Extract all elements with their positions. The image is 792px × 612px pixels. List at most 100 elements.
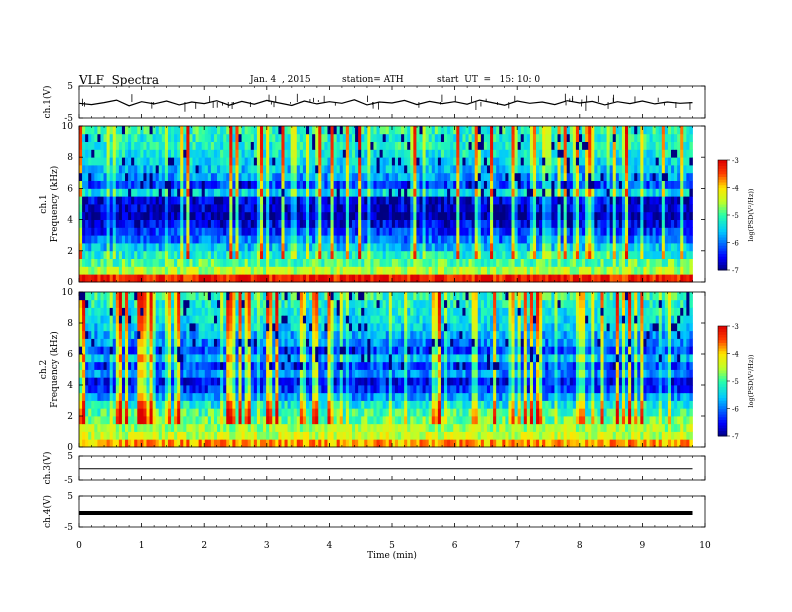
spectrogram-cell [171,126,175,135]
spectrogram-cell [352,431,356,440]
spectrogram-cell [655,188,660,197]
spectrogram-cell [625,149,629,158]
spectrogram-cell [566,250,571,259]
spectrogram-cell [517,250,522,259]
spectrogram-cell [683,235,687,244]
spectrogram-cell [342,258,347,267]
spectrogram-cell [465,219,469,228]
spectrogram-cell [183,250,187,259]
spectrogram-cell [649,274,654,283]
spectrogram-cell [253,235,258,244]
spectrogram-cell [382,204,387,213]
spectrogram-cell [655,439,660,448]
spectrogram-cell [407,180,411,189]
spectrogram-cell [125,180,129,189]
spectrogram-cell [428,165,433,174]
spectrogram-cell [100,431,104,440]
spectrogram-cell [683,243,687,252]
spectrogram-cell [94,416,98,425]
spectrogram-cell [496,196,500,205]
spectrogram-cell [502,172,506,181]
spectrogram-cell [677,180,681,189]
spectrogram-cell [352,188,356,197]
spectrogram-cell [468,149,473,158]
spectrogram-cell [312,149,316,158]
spectrogram-cell [548,266,552,275]
spectrogram-cell [109,133,114,142]
spectrogram-cell [520,149,525,158]
spectrogram-cell [226,227,230,236]
spectrogram-cell [94,243,98,252]
spectrogram-cell [220,157,224,166]
spectrogram-cell [189,219,193,228]
y-axis-label: ch.1(V) [42,86,53,119]
spectrogram-cell [536,141,540,150]
spectrogram-cell [582,180,586,189]
spectrogram-cell [652,141,657,150]
spectrogram-cell [634,258,638,267]
spectrogram-cell [440,172,445,181]
spectrogram-cell [259,423,264,432]
spectrogram-cell [287,149,292,158]
spectrogram-cell [82,439,86,448]
spectrogram-cell [646,141,650,150]
spectrogram-cell [517,235,522,244]
spectrogram-cell [327,133,331,142]
spectrogram-cell [523,431,528,440]
spectrogram-cell [404,266,408,275]
spectrogram-cell [152,258,157,267]
spectrogram-cell [259,196,264,205]
spectrogram-cell [419,243,423,252]
spectrogram-cell [499,258,503,267]
spectrogram-cell [140,188,144,197]
spectrogram-cell [637,250,641,259]
spectrogram-cell [382,188,387,197]
spectrogram-cell [658,211,663,220]
spectrogram-cell [612,180,617,189]
spectrogram-cell [456,180,460,189]
spectrogram-cell [603,196,607,205]
spectrogram-cell [342,204,347,213]
spectrogram-cell [82,423,86,432]
spectrogram-cell [459,126,463,135]
spectrogram-cell [536,235,540,244]
spectrogram-cell [336,423,341,432]
spectrogram-cell [312,235,316,244]
spectrogram-cell [226,235,230,244]
spectrogram-cell [152,423,157,432]
spectrogram-cell [330,274,334,283]
spectrogram-cell [391,188,396,197]
spectrogram-cell [217,157,221,166]
spectrogram-cell [229,149,233,158]
spectrogram-cell [226,258,230,267]
spectrogram-cell [250,423,255,432]
spectrogram-cell [128,227,132,236]
spectrogram-cell [152,235,157,244]
spectrogram-cell [468,431,473,440]
spectrogram-cell [361,180,365,189]
spectrogram-cell [103,204,108,213]
spectrogram-cell [637,266,641,275]
spectrogram-cell [195,439,200,448]
spectrogram-cell [606,204,611,213]
spectrogram-cell [643,141,647,150]
spectrogram-cell [241,133,246,142]
spectrogram-cell [532,133,537,142]
spectrogram-cell [416,133,420,142]
spectrogram-cell [201,250,206,259]
spectrogram-cell [339,266,344,275]
spectrogram-cell [309,165,313,174]
spectrogram-cell [238,188,242,197]
spectrogram-cell [376,431,381,440]
spectrogram-cell [615,126,620,135]
spectrogram-cell [631,266,635,275]
spectrogram-cell [287,196,292,205]
spectrogram-cell [88,219,92,228]
spectrogram-cell [462,196,466,205]
spectrogram-cell [361,204,365,213]
spectrogram-cell [321,258,325,267]
spectrogram-cell [468,196,473,205]
spectrogram-cell [474,258,479,267]
spectrogram-cell [625,211,629,220]
spectrogram-cell [554,250,558,259]
